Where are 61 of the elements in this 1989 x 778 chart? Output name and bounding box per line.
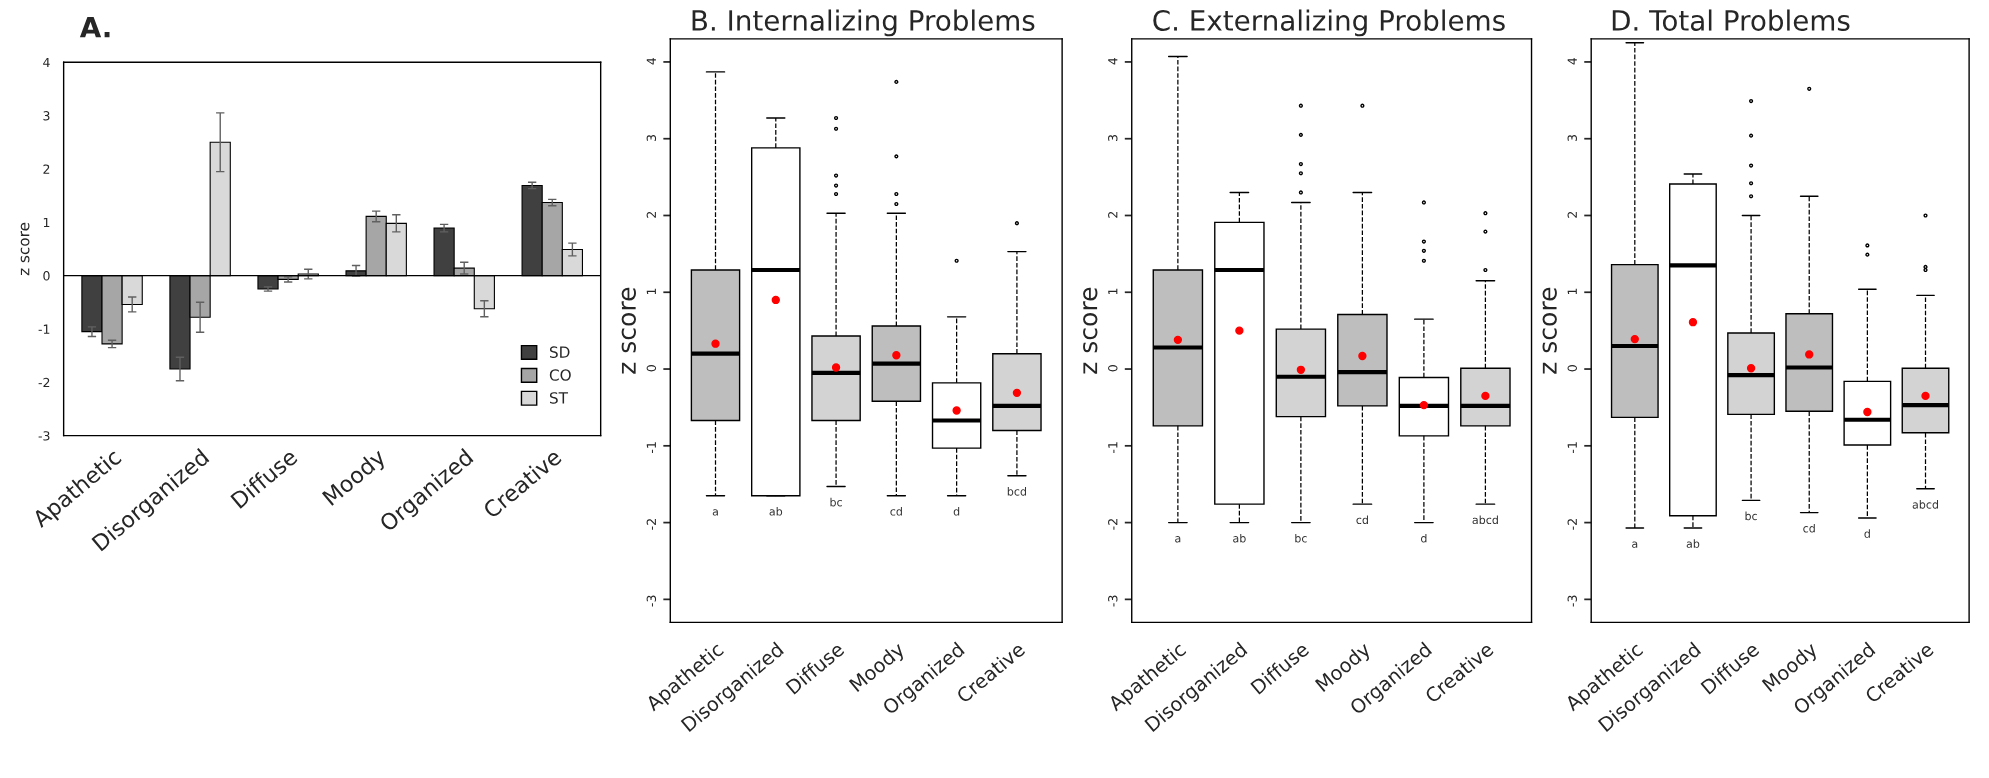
y-axis-title: z score [20, 222, 30, 276]
y-tick-label: 4 [43, 57, 50, 67]
y-tick-label: 3 [43, 111, 50, 121]
chart-title: C. Externalizing Problems [1153, 9, 1505, 37]
y-tick-label: 4 [1567, 57, 1577, 65]
y-tick-label: 2 [1567, 211, 1577, 218]
y-tick-label: 4 [646, 57, 656, 65]
y-tick-label: 0 [43, 271, 50, 281]
annotation: ab [769, 507, 783, 516]
annotation: a [712, 509, 718, 516]
annotation: d [1864, 529, 1870, 538]
y-tick-label: -2 [646, 519, 656, 530]
y-tick-label: 1 [43, 217, 50, 228]
annotation: bc [830, 497, 842, 507]
y-tick-label: 1 [1567, 288, 1577, 295]
annotation: cd [1356, 515, 1368, 525]
y-axis-title: z score [1542, 287, 1557, 374]
y-tick-label: -1 [1108, 442, 1118, 453]
annotation: ab [1686, 539, 1700, 548]
chart-title: D. Total Problems [1612, 9, 1850, 31]
legend-label: SD [549, 346, 570, 358]
y-axis-title: z score [621, 287, 636, 374]
annotation: d [953, 507, 960, 516]
annotation: abcd [1912, 500, 1939, 509]
y-tick-label: 2 [1108, 211, 1118, 218]
y-tick-label: -1 [38, 324, 50, 334]
y-tick-label: -3 [1567, 595, 1577, 607]
annotation: cd [890, 507, 902, 516]
y-tick-label: 0 [1567, 365, 1577, 372]
y-tick-label: -3 [646, 595, 657, 607]
y-tick-label: 0 [1108, 365, 1118, 372]
y-tick-label: 2 [646, 211, 656, 218]
legend-label: CO [549, 369, 571, 381]
annotation: cd [1803, 523, 1815, 533]
annotation: bcd [1007, 487, 1027, 496]
y-tick-label: 3 [646, 134, 657, 141]
y-tick-label: -3 [38, 431, 50, 441]
y-tick-label: -1 [1567, 442, 1577, 453]
y-tick-label: -3 [1108, 595, 1118, 607]
annotation: a [1632, 541, 1638, 548]
annotation: a [1175, 536, 1181, 543]
annotation: ab [1233, 533, 1246, 543]
chart-title: A. [79, 16, 110, 38]
annotation: bc [1295, 533, 1307, 543]
chart-title: B. Internalizing Problems [692, 9, 1035, 37]
annotation: abcd [1472, 515, 1498, 525]
y-tick-label: -2 [38, 377, 50, 388]
y-tick-label: -1 [646, 442, 656, 453]
y-tick-label: -2 [1108, 519, 1118, 530]
y-tick-label: 2 [43, 164, 50, 174]
y-tick-label: 3 [1567, 134, 1577, 141]
y-tick-label: 4 [1108, 57, 1118, 65]
y-tick-label: 1 [1108, 288, 1118, 295]
y-axis-title: z score [1083, 287, 1098, 374]
y-tick-label: 3 [1108, 134, 1118, 141]
y-tick-label: -2 [1567, 519, 1577, 530]
legend-label: ST [549, 392, 569, 404]
y-tick-label: 1 [646, 288, 656, 295]
annotation: d [1420, 533, 1427, 543]
y-tick-label: 0 [646, 365, 657, 372]
annotation: bc [1745, 511, 1757, 521]
